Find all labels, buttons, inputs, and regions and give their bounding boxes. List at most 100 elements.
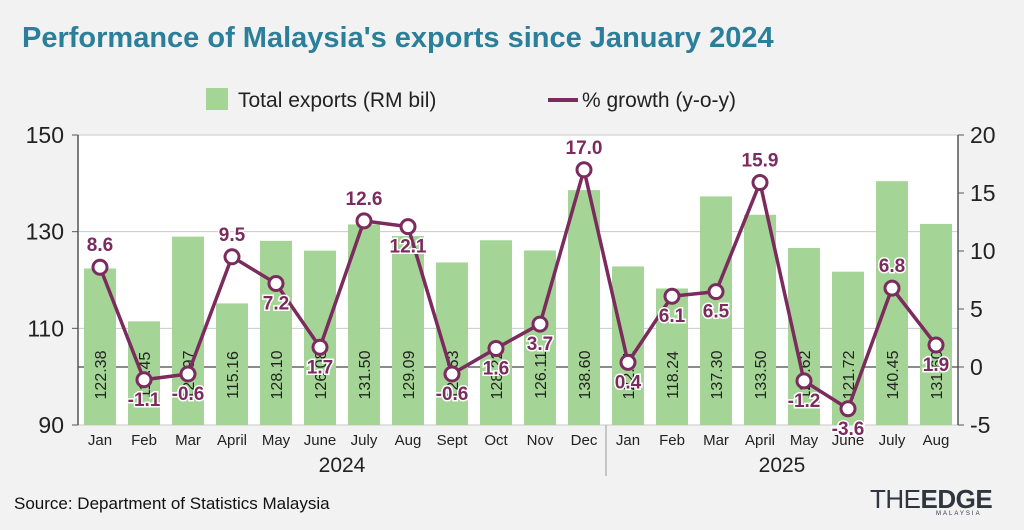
bar bbox=[524, 250, 556, 425]
legend-swatch-bars bbox=[206, 88, 228, 110]
x-tick-label: Jan bbox=[616, 432, 640, 449]
bar-value-label: 121.72 bbox=[841, 350, 858, 399]
bar bbox=[348, 224, 380, 425]
logo-part2: EDGE bbox=[920, 484, 993, 514]
growth-value-label: 1.7 bbox=[307, 357, 333, 378]
growth-point bbox=[531, 315, 549, 333]
bar-value-label: 133.50 bbox=[753, 350, 770, 399]
growth-value-label: 15.9 bbox=[742, 151, 779, 172]
x-tick-label: Mar bbox=[703, 432, 729, 449]
bar bbox=[216, 303, 248, 425]
x-tick-label: Nov bbox=[527, 432, 554, 449]
bar bbox=[744, 214, 776, 425]
bar-value-label: 118.24 bbox=[665, 351, 682, 399]
growth-point bbox=[399, 218, 417, 236]
x-tick-label: Oct bbox=[484, 432, 508, 449]
y-tick-label-left: 130 bbox=[26, 219, 64, 245]
bar-value-label: 122.38 bbox=[93, 350, 110, 399]
y-tick-label-right: 0 bbox=[970, 354, 983, 380]
legend-label-line: % growth (y-o-y) bbox=[582, 89, 736, 112]
x-tick-label: Mar bbox=[175, 432, 201, 449]
growth-value-label: 12.6 bbox=[346, 189, 383, 210]
y-tick-label-left: 110 bbox=[27, 315, 64, 341]
growth-value-label: 6.5 bbox=[703, 302, 730, 323]
growth-point bbox=[927, 336, 945, 354]
bar bbox=[480, 240, 512, 425]
y-tick-label-left: 90 bbox=[38, 412, 64, 438]
growth-value-label: 3.7 bbox=[527, 334, 553, 355]
bar-value-label: 140.45 bbox=[885, 350, 902, 399]
bar bbox=[172, 236, 204, 425]
growth-point bbox=[443, 365, 461, 383]
bar-value-label: 126.11 bbox=[533, 351, 550, 399]
year-label: 2025 bbox=[759, 454, 806, 477]
growth-value-label: 17.0 bbox=[566, 138, 603, 159]
growth-value-label: 1.6 bbox=[483, 358, 509, 379]
growth-value-label: 7.2 bbox=[263, 293, 289, 314]
x-tick-label: April bbox=[745, 432, 775, 449]
bar-value-label: 128.10 bbox=[269, 350, 286, 399]
plot-area bbox=[77, 134, 959, 426]
bar bbox=[832, 271, 864, 425]
x-tick-label: Sept bbox=[437, 432, 469, 449]
bar bbox=[568, 190, 600, 425]
x-tick-label: July bbox=[351, 432, 378, 449]
bar-value-label: 138.60 bbox=[577, 350, 594, 399]
y-tick-label-right: 10 bbox=[970, 238, 996, 264]
bar bbox=[304, 250, 336, 425]
bar-value-label: 115.16 bbox=[225, 351, 242, 399]
growth-point bbox=[663, 287, 681, 305]
x-tick-label: Feb bbox=[131, 432, 157, 449]
logo-sub: MALAYSIA bbox=[936, 511, 982, 517]
x-tick-label: May bbox=[262, 432, 291, 449]
x-tick-label: June bbox=[832, 432, 865, 449]
growth-point bbox=[707, 283, 725, 301]
y-tick-label-left: 150 bbox=[26, 122, 64, 148]
growth-point bbox=[91, 258, 109, 276]
bar bbox=[260, 240, 292, 425]
y-tick-label-right: -5 bbox=[970, 412, 990, 438]
y-tick-label-right: 20 bbox=[970, 122, 996, 148]
growth-point bbox=[311, 338, 329, 356]
year-label: 2024 bbox=[319, 454, 366, 477]
growth-value-label: 0.4 bbox=[615, 372, 642, 393]
growth-value-label: -1.1 bbox=[128, 390, 161, 411]
growth-point bbox=[267, 274, 285, 292]
x-tick-label: Dec bbox=[571, 432, 598, 449]
growth-point bbox=[883, 279, 901, 297]
growth-point bbox=[575, 161, 593, 179]
x-tick-label: Jan bbox=[88, 432, 112, 449]
bar-value-label: 131.60 bbox=[929, 350, 946, 399]
growth-value-label: 8.6 bbox=[87, 235, 113, 256]
source-note: Source: Department of Statistics Malaysi… bbox=[14, 494, 330, 513]
y-tick-label-right: 5 bbox=[970, 296, 983, 322]
growth-point bbox=[795, 372, 813, 390]
x-tick-label: Aug bbox=[923, 432, 950, 449]
bar bbox=[700, 196, 732, 425]
y-tick-label-right: 15 bbox=[970, 180, 996, 206]
growth-point bbox=[619, 353, 637, 371]
x-tick-label: June bbox=[304, 432, 337, 449]
x-tick-label: April bbox=[217, 432, 247, 449]
growth-value-label: 12.1 bbox=[390, 237, 427, 258]
bar-value-label: 137.30 bbox=[709, 350, 726, 399]
growth-point bbox=[751, 174, 769, 192]
bar-value-label: 126.08 bbox=[313, 350, 330, 399]
growth-value-label: 1.9 bbox=[923, 355, 949, 376]
publisher-logo: THEEDGE MALAYSIA bbox=[870, 484, 993, 517]
growth-point bbox=[839, 400, 857, 418]
growth-value-label: -0.6 bbox=[436, 384, 469, 405]
growth-value-label: 6.1 bbox=[659, 306, 686, 327]
x-tick-label: Aug bbox=[395, 432, 422, 449]
legend-label-bars: Total exports (RM bil) bbox=[238, 89, 436, 112]
growth-point bbox=[179, 365, 197, 383]
x-tick-label: Feb bbox=[659, 432, 685, 449]
growth-point bbox=[223, 248, 241, 266]
growth-line bbox=[98, 168, 938, 411]
bar bbox=[920, 223, 952, 425]
chart-title: Performance of Malaysia's exports since … bbox=[22, 22, 774, 54]
bar-value-label: 129.09 bbox=[401, 350, 418, 399]
growth-value-label: -3.6 bbox=[832, 419, 865, 440]
